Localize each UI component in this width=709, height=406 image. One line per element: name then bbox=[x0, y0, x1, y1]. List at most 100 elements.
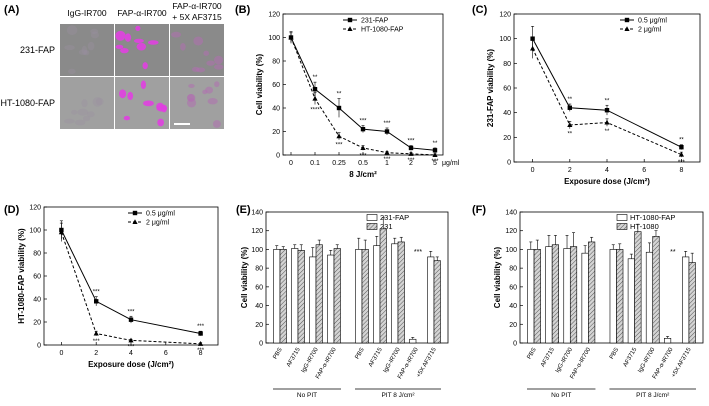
cell-blob bbox=[87, 41, 95, 51]
x-tick-label: 6 bbox=[164, 350, 168, 357]
significance-mark: ** bbox=[567, 132, 572, 138]
legend-marker bbox=[132, 219, 138, 224]
cell-blob bbox=[71, 109, 78, 115]
y-axis-label: Cell viability (%) bbox=[240, 246, 249, 308]
significance-mark: ** bbox=[679, 138, 684, 144]
y-tick-label: 100 bbox=[499, 36, 511, 43]
significance-mark: *** bbox=[127, 345, 135, 351]
group-label: PIT 8 J/cm² bbox=[381, 392, 415, 399]
y-tick-label: 80 bbox=[272, 59, 280, 66]
x-tick-label: 4 bbox=[605, 167, 609, 174]
panel-d: (D) 0 20 40 60 80 100 120 0 2 4 6 8 Exposure dose (J/… bbox=[4, 204, 219, 369]
x-tick-label: 0.25 bbox=[332, 160, 346, 167]
cell-blob bbox=[127, 91, 134, 101]
group-label: No PIT bbox=[551, 392, 571, 399]
data-point bbox=[336, 133, 342, 139]
cell-blob bbox=[188, 83, 195, 89]
y-tick-label: 40 bbox=[255, 303, 263, 310]
cell-blob bbox=[214, 55, 224, 65]
y-tick-label: 40 bbox=[33, 297, 41, 304]
significance-mark: *** bbox=[431, 159, 439, 165]
legend-marker bbox=[624, 26, 630, 31]
significance-mark: ** bbox=[567, 97, 572, 103]
legend-marker bbox=[132, 210, 138, 216]
bar bbox=[279, 249, 287, 344]
y-tick-label: 20 bbox=[509, 322, 517, 329]
legend-swatch bbox=[366, 223, 378, 230]
cell-blob bbox=[123, 115, 131, 121]
y-tick-label: 60 bbox=[509, 284, 517, 291]
significance-mark: *** bbox=[335, 143, 343, 149]
x-tick-label: IgG-IR700 bbox=[301, 346, 320, 374]
column-label: IgG-IR700 bbox=[67, 8, 106, 18]
y-tick-label: 0 bbox=[507, 160, 511, 167]
y-tick-label: 80 bbox=[509, 266, 517, 273]
data-point bbox=[336, 105, 342, 111]
bar bbox=[273, 249, 281, 344]
cell-blob bbox=[161, 104, 167, 113]
y-tick-label: 20 bbox=[272, 129, 280, 136]
cell-blob bbox=[115, 30, 126, 41]
x-axis-label: Exposure dose (J/cm²) bbox=[88, 360, 174, 369]
y-tick-label: 0 bbox=[259, 341, 263, 348]
legend-swatch bbox=[616, 223, 628, 230]
cell-blob bbox=[64, 118, 75, 124]
x-tick-label: 4 bbox=[129, 350, 133, 357]
bar bbox=[373, 245, 381, 344]
y-axis-label: Cell viability (%) bbox=[255, 53, 264, 115]
significance-mark: ** bbox=[605, 129, 610, 135]
bar bbox=[533, 249, 541, 344]
bar bbox=[297, 250, 305, 344]
micrograph-tile bbox=[60, 77, 114, 129]
significance-mark: *** bbox=[678, 160, 686, 166]
bar bbox=[645, 251, 654, 344]
x-tick-label: AF3715 bbox=[368, 346, 384, 368]
data-point bbox=[432, 148, 438, 153]
data-point bbox=[312, 95, 318, 101]
cell-blob bbox=[195, 67, 206, 73]
legend-label: 2 μg/ml bbox=[638, 27, 662, 34]
bar bbox=[563, 248, 571, 344]
y-tick-label: 100 bbox=[505, 247, 517, 254]
micrograph-tile bbox=[60, 24, 114, 76]
cell-blob bbox=[212, 120, 221, 128]
data-point bbox=[567, 122, 573, 127]
cell-blob bbox=[180, 42, 186, 51]
y-tick-label: 60 bbox=[272, 82, 280, 89]
panel-c: (C) 0 20 40 60 80 100 120 0 2 4 6 8 Exposure dose (J/… bbox=[472, 4, 701, 186]
y-tick-label: 20 bbox=[33, 320, 41, 327]
significance-mark: *** bbox=[414, 249, 422, 256]
significance-mark: ** bbox=[313, 75, 318, 81]
significance-mark: *** bbox=[93, 290, 101, 296]
y-tick-label: 100 bbox=[268, 35, 280, 42]
x-axis-label: 8 J/cm² bbox=[349, 170, 377, 179]
significance-mark: *** bbox=[127, 309, 135, 315]
data-point bbox=[360, 145, 366, 150]
significance-mark: *** bbox=[407, 158, 415, 164]
panel-f-label: (F) bbox=[472, 204, 486, 216]
x-axis-label: Exposure dose (J/cm²) bbox=[564, 177, 650, 186]
y-tick-label: 120 bbox=[499, 12, 511, 19]
group-label: PIT 8 J/cm² bbox=[636, 392, 670, 399]
legend-label: HT-1080-FAP bbox=[630, 213, 675, 222]
legend-marker bbox=[347, 17, 353, 23]
bar bbox=[627, 258, 635, 344]
significance-mark: *** bbox=[359, 153, 367, 159]
x-tick-label: IgG-IR700 bbox=[383, 346, 402, 374]
legend-label: 231 bbox=[380, 222, 393, 231]
data-point bbox=[679, 145, 684, 150]
x-tick-label: 2 bbox=[94, 350, 98, 357]
cell-blob bbox=[124, 33, 132, 42]
column-label: FAP-α-IR700 bbox=[117, 8, 167, 18]
panel-c-label: (C) bbox=[472, 4, 488, 16]
bar bbox=[588, 241, 596, 344]
x-tick-label: PBS bbox=[609, 347, 620, 360]
data-point bbox=[567, 105, 572, 110]
bar bbox=[433, 260, 441, 344]
bar bbox=[309, 256, 317, 344]
bar bbox=[391, 243, 399, 344]
legend-label: 0.5 μg/ml bbox=[638, 18, 667, 25]
cell-blob bbox=[136, 42, 147, 51]
